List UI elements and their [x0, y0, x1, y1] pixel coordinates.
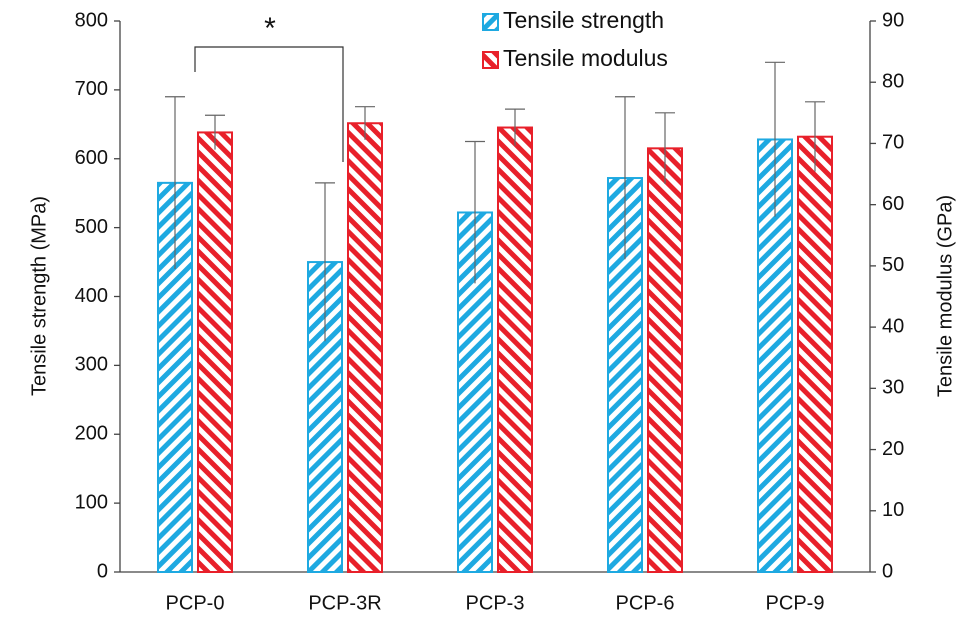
error-bar	[315, 182, 335, 342]
legend-swatch	[482, 51, 499, 69]
y-tick-label: 300	[75, 354, 108, 376]
y2-tick-label: 10	[882, 499, 904, 521]
legend-label: Tensile strength	[503, 7, 664, 33]
bar	[797, 135, 833, 574]
legend-swatch	[482, 13, 499, 31]
y-tick-label: 600	[75, 147, 108, 169]
significance-bracket	[194, 46, 344, 162]
y-tick-label: 800	[75, 9, 108, 31]
x-tick-label: PCP-9	[766, 592, 825, 614]
y2-tick-label: 70	[882, 132, 904, 154]
y-tick-label: 700	[75, 78, 108, 100]
error-bar	[465, 140, 485, 284]
x-tick-label: PCP-6	[616, 592, 675, 614]
significance-star: *	[264, 12, 276, 45]
x-tick-label: PCP-3	[466, 592, 525, 614]
y2-tick-label: 60	[882, 193, 904, 215]
bar	[197, 131, 233, 573]
error-bar	[655, 112, 675, 184]
x-tick-label: PCP-3R	[308, 592, 381, 614]
error-bar	[165, 96, 185, 269]
y2-tick-label: 0	[882, 560, 893, 582]
y-axis-label: Tensile strength (MPa)	[28, 196, 50, 396]
error-bar	[805, 101, 825, 172]
y-tick-label: 0	[97, 560, 108, 582]
error-bar	[765, 61, 785, 217]
error-bar	[615, 96, 635, 260]
x-tick-label: PCP-0	[166, 592, 225, 614]
error-bar	[355, 106, 375, 140]
y2-tick-label: 40	[882, 315, 904, 337]
y-tick-label: 200	[75, 423, 108, 445]
bar	[347, 122, 383, 573]
bar	[497, 126, 533, 573]
error-bar	[505, 108, 525, 146]
y2-tick-label: 80	[882, 71, 904, 93]
y2-axis-label: Tensile modulus (GPa)	[934, 195, 956, 397]
error-bar	[205, 114, 225, 150]
legend-label: Tensile modulus	[503, 45, 668, 71]
y-tick-label: 500	[75, 216, 108, 238]
y2-tick-label: 50	[882, 254, 904, 276]
y-tick-label: 400	[75, 285, 108, 307]
y2-tick-label: 30	[882, 377, 904, 399]
y2-tick-label: 20	[882, 438, 904, 460]
y-tick-label: 100	[75, 491, 108, 513]
y2-tick-label: 90	[882, 9, 904, 31]
bar	[647, 147, 683, 573]
